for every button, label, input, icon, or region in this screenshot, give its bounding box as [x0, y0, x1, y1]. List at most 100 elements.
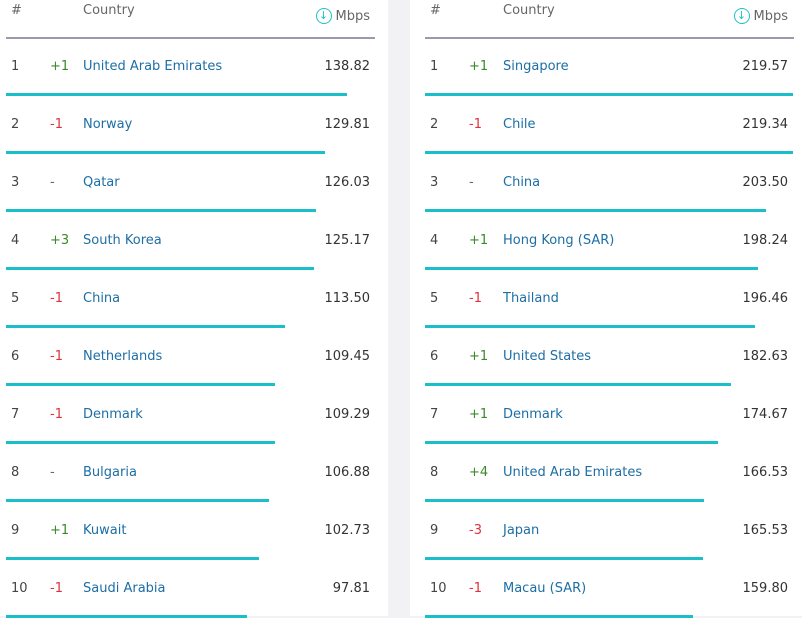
rank-label: 10 — [11, 581, 28, 596]
speed-bar — [425, 441, 718, 444]
country-link[interactable]: South Korea — [83, 233, 162, 248]
rank-change-label: - — [50, 175, 55, 190]
country-column-header: Country — [83, 3, 135, 18]
rank-label: 2 — [430, 117, 439, 132]
rank-change-label: +1 — [469, 407, 489, 422]
rank-label: 6 — [11, 349, 20, 364]
country-link[interactable]: Chile — [503, 117, 536, 132]
rank-change-label: +1 — [469, 59, 489, 74]
table-row: 7 +1 Denmark 174.67 — [410, 385, 802, 444]
table-row: 2 -1 Norway 129.81 — [0, 95, 388, 154]
country-link[interactable]: China — [503, 175, 541, 190]
ranking-panel-left: # Country ↓ Mbps 1 +1 United Arab Emirates… — [0, 0, 388, 618]
unit-column-header: ↓ Mbps — [315, 8, 370, 24]
country-link[interactable]: United Arab Emirates — [83, 59, 223, 74]
country-link[interactable]: Singapore — [503, 59, 569, 74]
rank-change-label: -3 — [469, 523, 482, 538]
country-link[interactable]: Netherlands — [83, 349, 163, 364]
table-row: 9 -3 Japan 165.53 — [410, 501, 802, 560]
table-row: 10 -1 Macau (SAR) 159.80 — [410, 559, 802, 618]
speed-bar — [6, 267, 314, 270]
country-link[interactable]: United States — [503, 349, 592, 364]
table-row: 1 +1 Singapore 219.57 — [410, 37, 802, 96]
table-row: 3 - Qatar 126.03 — [0, 153, 388, 212]
speed-value-label: 159.80 — [742, 581, 789, 596]
country-link[interactable]: Qatar — [83, 175, 120, 190]
rank-label: 3 — [11, 175, 20, 190]
speed-value-label: 165.53 — [742, 523, 789, 538]
table-row: 1 +1 United Arab Emirates 138.82 — [0, 37, 388, 96]
speed-bar — [425, 151, 793, 154]
rank-change-label: -1 — [50, 407, 63, 422]
speed-bar — [6, 93, 348, 96]
header-rule — [425, 37, 794, 39]
table-row: 6 +1 United States 182.63 — [410, 327, 802, 386]
table-row: 8 - Bulgaria 106.88 — [0, 443, 388, 502]
country-link[interactable]: Saudi Arabia — [83, 581, 166, 596]
table-row: 2 -1 Chile 219.34 — [410, 95, 802, 154]
rank-change-label: -1 — [50, 349, 63, 364]
speed-bar — [425, 209, 767, 212]
rank-change-label: +1 — [469, 233, 489, 248]
rank-change-label: +1 — [50, 59, 70, 74]
table-row: 10 -1 Saudi Arabia 97.81 — [0, 559, 388, 618]
table-row: 5 -1 China 113.50 — [0, 269, 388, 328]
rank-change-label: +4 — [469, 465, 489, 480]
unit-column-header: ↓ Mbps — [733, 8, 789, 24]
rank-label: 4 — [11, 233, 20, 248]
speed-value-label: 102.73 — [324, 523, 371, 538]
country-link[interactable]: Japan — [503, 523, 540, 538]
rank-label: 1 — [11, 59, 20, 74]
speed-value-label: 138.82 — [324, 59, 371, 74]
rank-change-label: -1 — [469, 581, 482, 596]
rank-change-label: -1 — [50, 117, 63, 132]
country-link[interactable]: Denmark — [503, 407, 563, 422]
rank-label: 3 — [430, 175, 439, 190]
speed-bar — [6, 441, 275, 444]
rank-label: 5 — [11, 291, 20, 306]
rank-change-label: +1 — [50, 523, 70, 538]
speed-value-label: 109.29 — [324, 407, 371, 422]
country-link[interactable]: Macau (SAR) — [503, 581, 587, 596]
speed-value-label: 97.81 — [332, 581, 370, 596]
unit-label: Mbps — [753, 8, 789, 24]
country-link[interactable]: Bulgaria — [83, 465, 137, 480]
speed-value-label: 109.45 — [324, 349, 371, 364]
table-row: 7 -1 Denmark 109.29 — [0, 385, 388, 444]
country-link[interactable]: Hong Kong (SAR) — [503, 233, 615, 248]
speed-bar — [6, 499, 269, 502]
country-link[interactable]: Kuwait — [83, 523, 127, 538]
country-link[interactable]: United Arab Emirates — [503, 465, 643, 480]
rank-label: 7 — [430, 407, 439, 422]
speed-value-label: 219.57 — [742, 59, 789, 74]
speed-value-label: 219.34 — [742, 117, 789, 132]
table-row: 3 - China 203.50 — [410, 153, 802, 212]
speed-value-label: 174.67 — [742, 407, 789, 422]
table-row: 8 +4 United Arab Emirates 166.53 — [410, 443, 802, 502]
rank-label: 8 — [11, 465, 20, 480]
speed-bar — [425, 499, 705, 502]
speed-value-label: 129.81 — [324, 117, 371, 132]
rank-change-label: - — [50, 465, 55, 480]
speed-value-label: 198.24 — [742, 233, 789, 248]
speed-bar — [425, 93, 794, 96]
speed-value-label: 203.50 — [742, 175, 789, 190]
speed-value-label: 126.03 — [324, 175, 371, 190]
country-link[interactable]: Thailand — [503, 291, 559, 306]
speed-value-label: 106.88 — [324, 465, 371, 480]
rank-label: 5 — [430, 291, 439, 306]
rank-change-label: -1 — [50, 291, 63, 306]
country-link[interactable]: Norway — [83, 117, 133, 132]
rank-label: 9 — [430, 523, 439, 538]
speed-value-label: 113.50 — [324, 291, 371, 306]
table-header: # Country ↓ Mbps — [0, 0, 388, 39]
speed-bar — [6, 383, 276, 386]
country-link[interactable]: China — [83, 291, 121, 306]
ranking-panel-right: # Country ↓ Mbps 1 +1 Singapore 219.57 2 -1 Ch… — [410, 0, 802, 618]
country-column-header: Country — [503, 3, 555, 18]
rank-column-header: # — [430, 3, 441, 18]
speed-bar — [425, 267, 758, 270]
country-link[interactable]: Denmark — [83, 407, 143, 422]
rank-column-header: # — [11, 3, 22, 18]
table-header: # Country ↓ Mbps — [410, 0, 802, 39]
